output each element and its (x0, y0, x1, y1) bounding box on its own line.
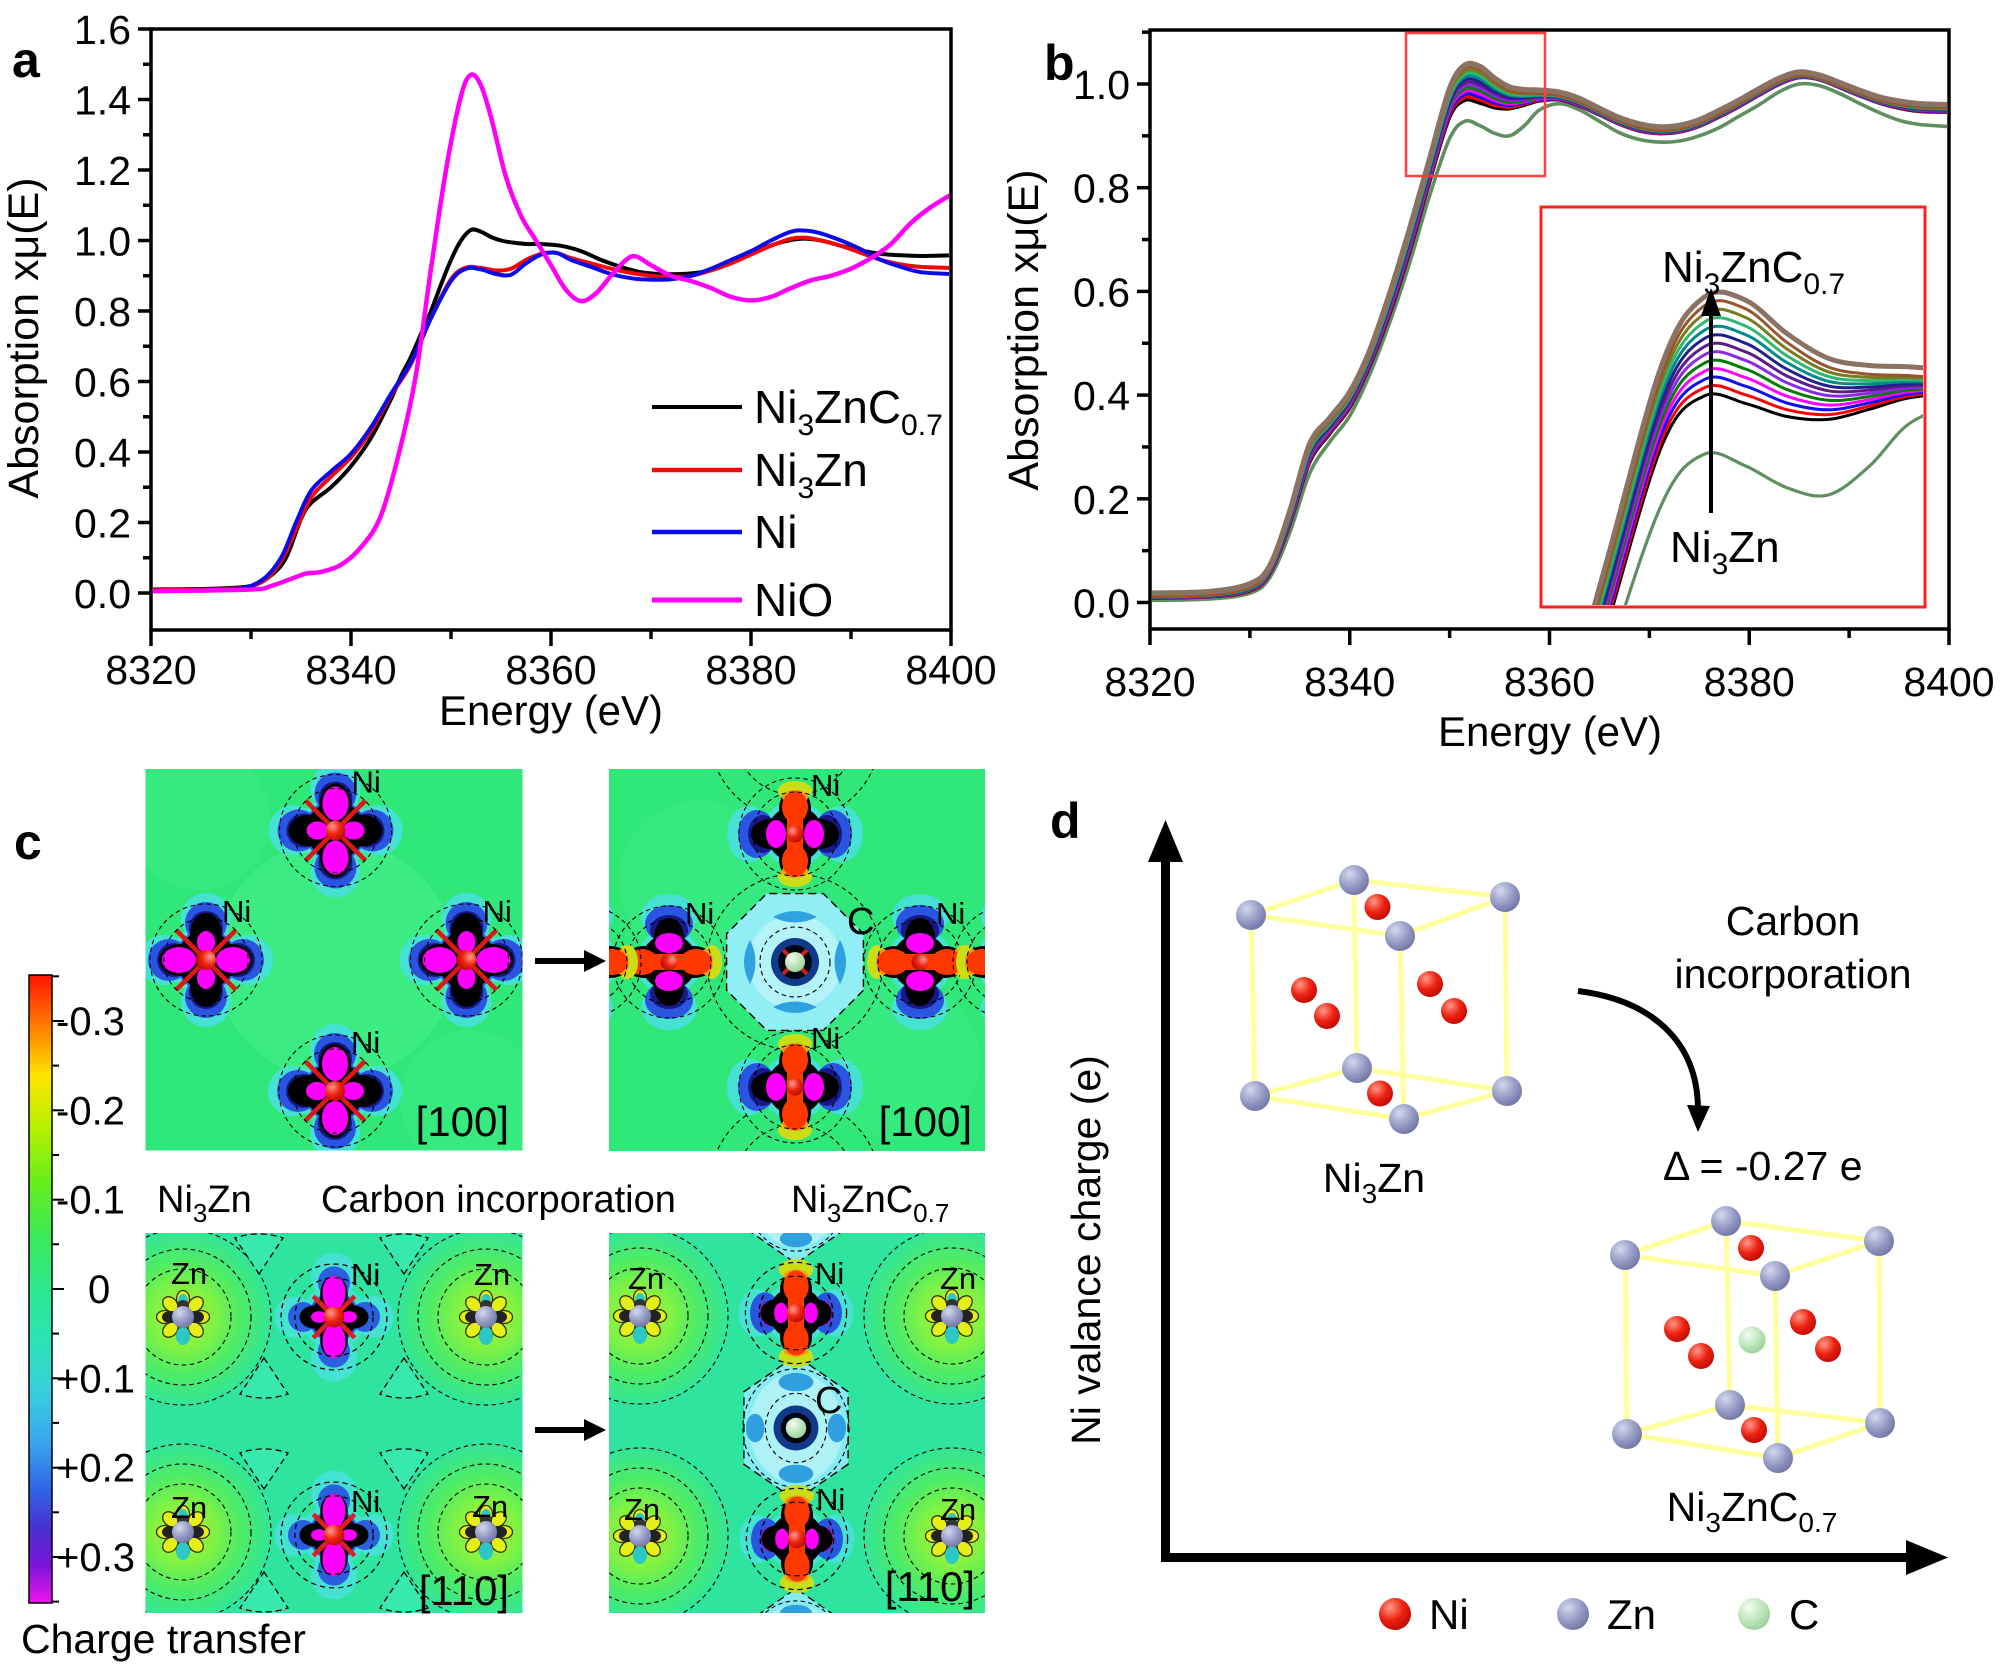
svg-text:Ni3ZnC0.7: Ni3ZnC0.7 (1667, 1484, 1838, 1538)
svg-text:Ni: Ni (685, 896, 714, 931)
svg-text:incorporation: incorporation (1674, 951, 1911, 997)
svg-text:8340: 8340 (1304, 659, 1395, 705)
svg-text:8360: 8360 (505, 647, 596, 693)
svg-text:0.4: 0.4 (74, 430, 131, 476)
svg-text:1.0: 1.0 (74, 219, 131, 265)
svg-text:Ni valance charge (e): Ni valance charge (e) (1063, 1055, 1109, 1445)
svg-text:Ni: Ni (222, 894, 251, 929)
svg-text:Zn: Zn (171, 1490, 207, 1525)
svg-text:0.0: 0.0 (74, 571, 131, 617)
svg-text:Carbon: Carbon (1726, 898, 1860, 944)
svg-text:0.4: 0.4 (1073, 373, 1130, 419)
svg-text:NiO: NiO (754, 574, 833, 626)
svg-text:0.6: 0.6 (74, 360, 131, 406)
svg-text:8360: 8360 (1504, 659, 1595, 705)
svg-text:C: C (815, 1380, 842, 1422)
svg-text:Ni: Ni (811, 1021, 840, 1056)
svg-text:Ni: Ni (816, 1482, 845, 1517)
svg-text:Ni: Ni (351, 1484, 380, 1519)
svg-text:8380: 8380 (1704, 659, 1795, 705)
svg-text:Ni: Ni (754, 506, 797, 558)
svg-text:8400: 8400 (905, 647, 996, 693)
svg-text:[100]: [100] (416, 1098, 509, 1145)
svg-text:Energy (eV): Energy (eV) (1438, 708, 1662, 755)
svg-text:0.8: 0.8 (1073, 166, 1130, 212)
svg-text:c: c (14, 814, 42, 870)
svg-text:Zn: Zn (628, 1261, 664, 1296)
svg-text:a: a (12, 32, 41, 88)
svg-text:[110]: [110] (885, 1563, 975, 1610)
svg-text:-0.2: -0.2 (56, 1089, 125, 1133)
svg-text:0.6: 0.6 (1073, 269, 1130, 315)
svg-text:8340: 8340 (305, 647, 396, 693)
svg-text:8320: 8320 (105, 647, 196, 693)
svg-text:Energy (eV): Energy (eV) (439, 687, 663, 734)
svg-text:Δ = -0.27 e: Δ = -0.27 e (1663, 1143, 1863, 1189)
svg-text:Ni3Zn: Ni3Zn (157, 1179, 252, 1228)
svg-text:Ni: Ni (1429, 1591, 1469, 1638)
svg-text:Ni: Ni (483, 894, 512, 929)
svg-text:b: b (1044, 35, 1075, 91)
svg-text:0: 0 (88, 1268, 110, 1312)
svg-text:8380: 8380 (705, 647, 796, 693)
svg-text:8400: 8400 (1903, 659, 1994, 705)
svg-text:C: C (1789, 1591, 1819, 1638)
svg-text:[110]: [110] (419, 1567, 509, 1614)
svg-text:Carbon incorporation: Carbon incorporation (321, 1179, 676, 1221)
svg-text:Charge transfer: Charge transfer (21, 1616, 306, 1662)
svg-text:Ni: Ni (936, 896, 965, 931)
svg-text:1.2: 1.2 (74, 148, 131, 194)
svg-text:Zn: Zn (474, 1257, 510, 1292)
svg-text:1.4: 1.4 (74, 78, 131, 124)
svg-text:0.2: 0.2 (1073, 477, 1130, 523)
svg-text:Zn: Zn (171, 1256, 207, 1291)
svg-text:+0.2: +0.2 (56, 1447, 135, 1491)
svg-text:-0.3: -0.3 (56, 1000, 125, 1044)
svg-text:Ni: Ni (811, 768, 840, 803)
svg-text:Ni3ZnC0.7: Ni3ZnC0.7 (1662, 243, 1845, 301)
svg-text:[100]: [100] (879, 1098, 972, 1145)
svg-text:Zn: Zn (940, 1261, 976, 1296)
svg-text:Ni: Ni (351, 1257, 380, 1292)
svg-text:0.0: 0.0 (1073, 581, 1130, 627)
svg-text:Zn: Zn (472, 1489, 508, 1524)
svg-text:Zn: Zn (1607, 1591, 1656, 1638)
svg-text:Zn: Zn (940, 1492, 976, 1527)
svg-text:+0.3: +0.3 (56, 1536, 135, 1580)
svg-text:1.0: 1.0 (1073, 62, 1130, 108)
svg-text:Absorption xμ(E): Absorption xμ(E) (1000, 169, 1048, 490)
svg-text:8320: 8320 (1104, 659, 1195, 705)
svg-text:0.2: 0.2 (74, 501, 131, 547)
svg-text:Ni: Ni (352, 765, 381, 800)
svg-text:0.8: 0.8 (74, 289, 131, 335)
svg-text:C: C (847, 901, 874, 943)
svg-text:+0.1: +0.1 (56, 1357, 135, 1401)
svg-text:Ni: Ni (815, 1256, 844, 1291)
svg-text:d: d (1050, 793, 1081, 849)
svg-text:1.6: 1.6 (74, 7, 131, 53)
svg-text:-0.1: -0.1 (56, 1179, 125, 1223)
svg-text:Zn: Zn (624, 1492, 660, 1527)
svg-text:Absorption xμ(E): Absorption xμ(E) (0, 177, 48, 498)
svg-text:Ni: Ni (351, 1025, 380, 1060)
